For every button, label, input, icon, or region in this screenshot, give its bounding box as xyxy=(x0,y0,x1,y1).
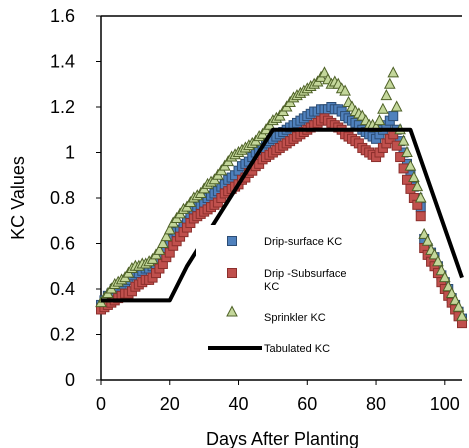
x-tick-label: 100 xyxy=(430,394,460,414)
data-point-triangle xyxy=(339,84,351,96)
data-point-triangle xyxy=(157,236,169,248)
y-tick-label: 0 xyxy=(65,370,75,390)
data-point-triangle xyxy=(373,114,386,126)
y-tick-label: 1.6 xyxy=(50,6,75,26)
legend: Drip-surface KC Drip -Subsurface KC Sprinkl… xyxy=(196,225,356,355)
data-point-triangle xyxy=(163,223,176,235)
axes: 0 0.2 0.4 0.6 0.8 1 1.2 1.4 1.6 0 20 40 60 80 100 xyxy=(50,6,462,414)
x-tick-label: 40 xyxy=(229,394,249,414)
data-point-triangle xyxy=(390,100,403,112)
data-point-triangle xyxy=(435,264,448,276)
data-point-triangle xyxy=(377,102,389,114)
data-point-triangle xyxy=(438,271,451,283)
legend-label: Tabulated KC xyxy=(264,343,330,355)
data-point-square xyxy=(388,111,399,122)
data-point-triangle xyxy=(401,145,413,157)
y-tick-label: 1.2 xyxy=(50,97,75,117)
data-point-square xyxy=(391,140,402,151)
data-point-triangle xyxy=(408,170,420,183)
tabulated-kc-line xyxy=(101,127,464,303)
data-point-triangle xyxy=(318,66,331,78)
data-point-triangle xyxy=(397,134,410,146)
y-tick-label: 0.6 xyxy=(50,234,75,254)
data-point-triangle xyxy=(153,243,166,255)
data-point-triangle xyxy=(421,234,434,246)
y-tick-label: 1 xyxy=(65,143,75,163)
legend-marker xyxy=(227,236,237,246)
data-point-triangle xyxy=(387,66,400,78)
x-tick-label: 0 xyxy=(96,394,106,414)
data-point-triangle xyxy=(452,300,465,312)
legend-marker xyxy=(227,268,237,278)
y-tick-label: 1.4 xyxy=(50,52,75,72)
legend-label: Sprinkler KC xyxy=(264,312,326,324)
x-tick-label: 80 xyxy=(366,394,386,414)
data-point-triangle xyxy=(411,180,424,192)
data-point-triangle xyxy=(383,77,396,89)
data-point-triangle xyxy=(418,227,431,239)
data-point-square xyxy=(415,211,426,222)
y-tick-label: 0.2 xyxy=(50,325,75,345)
x-tick-label: 20 xyxy=(160,394,180,414)
x-tick-label: 60 xyxy=(297,394,317,414)
legend-background xyxy=(196,225,356,353)
data-point-triangle xyxy=(442,280,455,292)
data-marks xyxy=(95,66,468,329)
data-point-triangle xyxy=(160,230,173,242)
y-tick-label: 0.4 xyxy=(50,279,75,299)
data-point-triangle xyxy=(428,248,441,260)
data-point-triangle xyxy=(404,159,417,171)
y-tick-label: 0.8 xyxy=(50,188,75,208)
data-point-square xyxy=(395,152,406,163)
x-axis-title: Days After Planting xyxy=(206,429,359,448)
legend-label: Drip -Subsurface KC xyxy=(264,268,347,293)
data-point-triangle xyxy=(414,191,427,203)
data-point-triangle xyxy=(445,286,458,299)
legend-marker xyxy=(226,305,238,317)
data-point-triangle xyxy=(432,255,444,267)
y-axis-title: KC Values xyxy=(8,156,28,240)
data-point-triangle xyxy=(380,89,393,101)
series-3 xyxy=(101,127,464,303)
legend-label: Drip-surface KC xyxy=(264,236,342,248)
data-point-triangle xyxy=(449,293,461,305)
data-point-triangle xyxy=(456,309,468,321)
